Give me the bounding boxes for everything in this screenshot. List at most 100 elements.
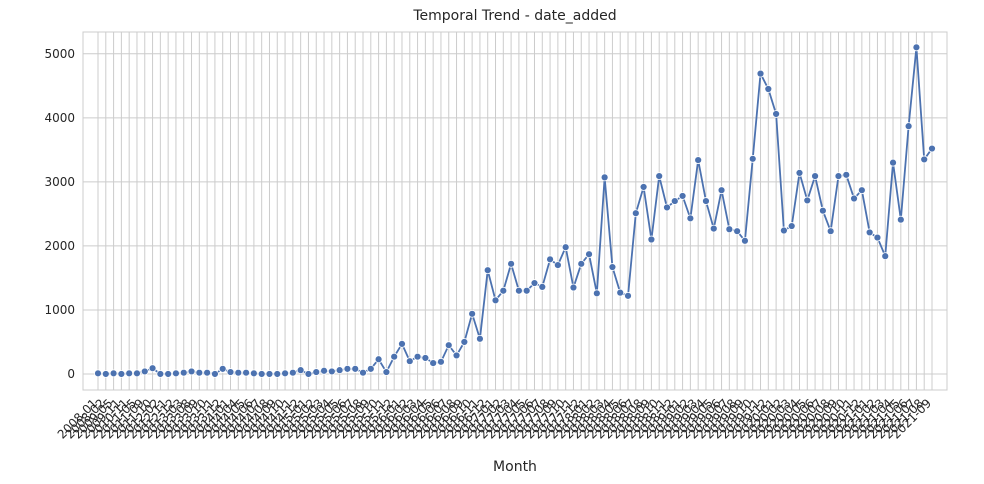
point: [117, 370, 126, 378]
point: [211, 370, 219, 378]
point: [218, 364, 227, 373]
point: [631, 209, 640, 218]
point: [343, 364, 352, 373]
point: [624, 291, 632, 300]
point: [553, 261, 562, 270]
point: [569, 283, 578, 292]
point: [507, 259, 516, 268]
point: [639, 183, 648, 191]
point: [780, 226, 788, 235]
point: [179, 368, 188, 377]
point: [133, 369, 141, 378]
point: [592, 289, 601, 298]
point: [413, 352, 422, 361]
point: [421, 354, 430, 362]
point: [873, 233, 882, 242]
point: [530, 279, 539, 287]
point: [351, 364, 360, 373]
point: [265, 370, 274, 378]
point: [748, 154, 757, 163]
point: [257, 370, 266, 378]
y-tick-label: 4000: [44, 111, 75, 125]
point: [795, 168, 804, 177]
point: [187, 367, 196, 376]
point: [538, 282, 547, 291]
point: [304, 370, 313, 378]
point: [764, 85, 773, 93]
point: [288, 368, 297, 377]
point: [273, 370, 282, 378]
point: [912, 43, 921, 52]
point: [359, 368, 367, 377]
y-tick-label: 5000: [44, 47, 75, 61]
point: [203, 368, 212, 377]
point: [156, 370, 165, 378]
point: [164, 370, 173, 378]
point: [608, 263, 617, 271]
plot-frame: [82, 31, 948, 391]
point: [803, 196, 812, 205]
point: [101, 370, 110, 378]
point: [125, 369, 134, 378]
point: [865, 228, 874, 237]
point: [335, 366, 344, 375]
point: [826, 227, 835, 236]
point: [896, 215, 905, 224]
y-tick-label: 3000: [44, 175, 75, 189]
point: [733, 227, 742, 236]
point: [296, 366, 305, 375]
point: [437, 357, 445, 366]
point: [818, 206, 827, 215]
point: [476, 334, 484, 343]
point: [320, 366, 328, 375]
point: [834, 172, 843, 180]
point: [499, 286, 508, 295]
point: [374, 355, 383, 364]
point: [514, 286, 523, 295]
point: [172, 369, 180, 378]
point: [140, 367, 149, 376]
y-tick-label: 1000: [44, 303, 75, 317]
point: [109, 369, 118, 378]
point: [382, 368, 391, 376]
point: [686, 214, 695, 223]
point: [772, 110, 781, 118]
chart-title: Temporal Trend - date_added: [412, 8, 616, 24]
point: [577, 259, 586, 268]
point: [756, 69, 765, 78]
point: [94, 369, 102, 378]
point: [889, 158, 897, 167]
point: [483, 266, 492, 275]
point: [242, 368, 250, 377]
point: [904, 122, 913, 131]
point: [234, 368, 243, 377]
point: [390, 352, 399, 361]
point: [663, 203, 671, 212]
point: [546, 255, 554, 264]
point: [281, 369, 289, 378]
point: [920, 155, 929, 164]
point: [312, 368, 321, 376]
point: [881, 252, 890, 261]
point: [195, 368, 204, 377]
point: [327, 367, 336, 376]
point: [842, 170, 851, 179]
point: [850, 194, 858, 203]
point: [717, 186, 726, 195]
point: [741, 236, 749, 245]
point: [468, 309, 477, 318]
point: [491, 296, 500, 305]
y-tick-label: 0: [67, 367, 75, 381]
point: [452, 351, 461, 360]
point: [616, 288, 625, 297]
point: [366, 364, 375, 373]
point: [655, 172, 664, 180]
x-axis-label: Month: [493, 459, 537, 475]
point: [600, 173, 609, 182]
point: [670, 197, 679, 205]
y-tick-label: 2000: [44, 239, 75, 253]
point: [148, 364, 157, 373]
point: [398, 339, 406, 348]
point: [694, 156, 703, 164]
